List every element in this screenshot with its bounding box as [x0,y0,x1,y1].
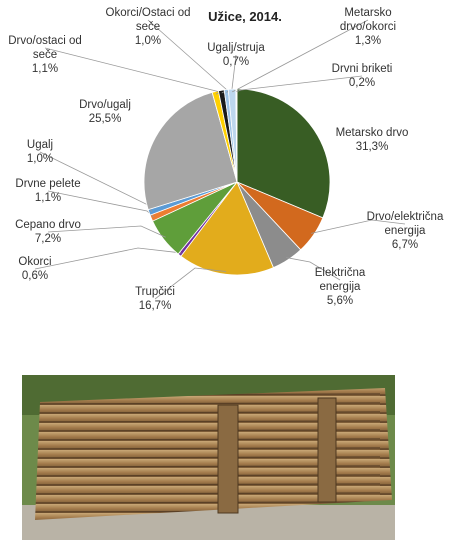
value-label: 31,3% [355,141,389,153]
slice-label: Drvne pelete 1,1% [8,177,88,205]
category-label: Trupčići [135,286,175,298]
value-label: 5,6% [326,295,354,307]
slice-label: Drvo/ostaci od seče 1,1% [5,34,85,76]
slice-label: Ugalj 1,0% [15,138,65,166]
leader-line [286,257,341,281]
slice-label: Drvni briketi 0,2% [322,62,402,90]
leader-line [47,190,155,218]
slice-label: Metarsko drvo/okorci 1,3% [323,6,413,48]
value-label: 1,3% [354,35,382,47]
value-label: 16,7% [138,300,172,312]
category-label: Ugalj/struja [207,42,265,54]
value-label: 7,2% [34,233,62,245]
category-label: Drvo/ugalj [79,99,131,111]
category-label: Metarsko drvo [335,127,409,139]
category-label: Električna energija [314,267,366,293]
pie-slice [236,88,331,219]
slice-label: Drvo/ugalj 25,5% [65,98,145,126]
value-label: 0,2% [348,77,376,89]
slice-label: Drvo/električna energija 6,7% [355,210,455,252]
slice-label: Cepano drvo 7,2% [8,218,88,246]
leader-line [311,219,406,234]
pie-slice [235,88,238,183]
leader-line [47,225,166,238]
leader-line [236,75,363,93]
value-label: 1,1% [31,63,59,75]
category-label: Metarsko drvo/okorci [339,7,397,33]
slice-label: Metarsko drvo 31,3% [327,126,417,154]
category-label: Drvne pelete [15,178,81,190]
pie-slice [180,181,274,276]
category-label: Drvni briketi [331,63,393,75]
category-label: Drvo/električna energija [366,211,444,237]
slice-label: Trupčići 16,7% [125,285,185,313]
slice-label: Okorci/Ostaci od seče 1,0% [98,6,198,48]
photo [22,375,395,540]
category-label: Okorci [18,256,52,268]
category-label: Drvo/ostaci od seče [8,35,82,61]
pie-slice [143,91,238,211]
slice-label: Električna energija 5,6% [305,266,375,308]
slice-label: Okorci 0,6% [10,255,60,283]
value-label: 1,1% [34,192,62,204]
value-label: 1,0% [26,153,54,165]
leader-line [34,247,182,270]
value-label: 0,7% [222,56,250,68]
chart-title: Užice, 2014. [208,9,282,24]
slice-label: Ugalj/struja 0,7% [196,41,276,69]
category-label: Cepano drvo [15,219,81,231]
value-label: 25,5% [88,113,122,125]
value-label: 1,0% [134,35,162,47]
value-label: 6,7% [391,239,419,251]
leader-line [232,19,369,93]
category-label: Ugalj [26,139,54,151]
value-label: 0,6% [21,270,49,282]
category-label: Okorci/Ostaci od seče [105,7,191,33]
leader-line [154,267,227,300]
